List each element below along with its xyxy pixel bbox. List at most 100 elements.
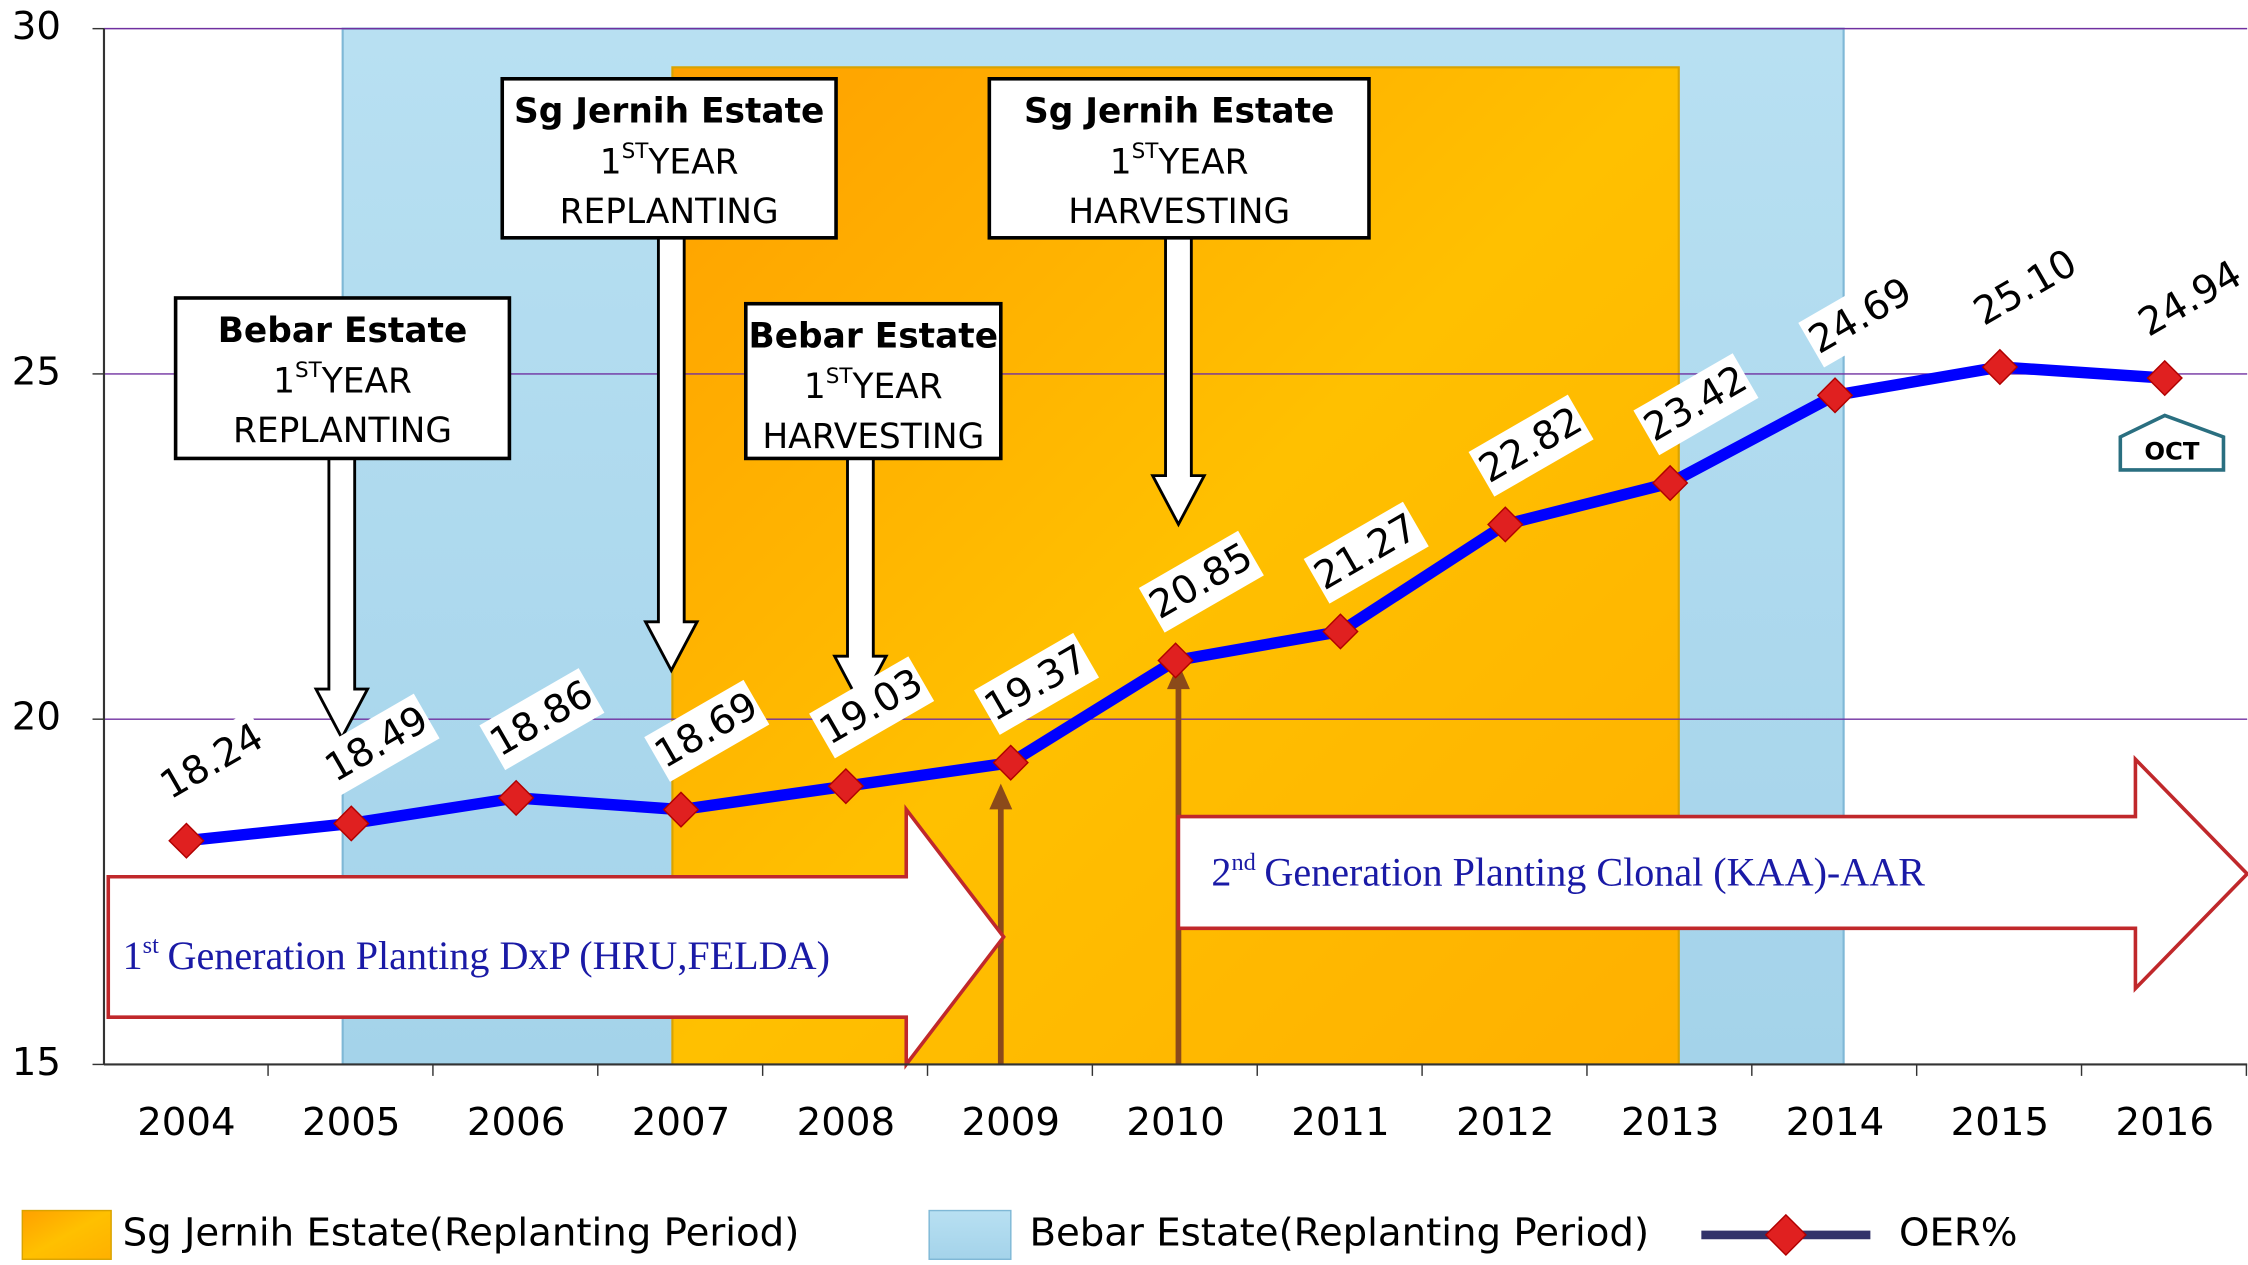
value-label-box — [149, 710, 275, 813]
banner-suffix: nd — [1231, 848, 1255, 875]
value-label-box — [1468, 394, 1594, 497]
data-point — [1816, 377, 1854, 414]
legend-label: Sg Jernih Estate(Replanting Period) — [123, 1210, 800, 1255]
legend-label: OER% — [1899, 1210, 2018, 1255]
banner-text-main: Generation Planting DxP (HRU,FELDA) — [168, 933, 830, 978]
value-label-box — [2128, 248, 2248, 351]
callout-suffix: ST — [1132, 139, 1160, 164]
data-point — [2146, 359, 2183, 397]
data-point — [1981, 348, 2019, 386]
callout-ordinal: 1 — [600, 142, 622, 182]
callout-suffix: ST — [826, 364, 854, 389]
value-label-box — [1633, 353, 1759, 456]
value-label-box — [314, 693, 440, 796]
pointer-arrow-head — [989, 783, 1013, 810]
callout-estate: Sg Jernih Estate — [1024, 92, 1334, 132]
data-point — [1322, 613, 1359, 650]
data-point — [1651, 464, 1689, 502]
x-tick-label: 2012 — [1456, 1100, 1554, 1145]
callout-text: YEAR — [647, 142, 738, 182]
annotation-text: OCT — [2144, 437, 2200, 466]
value-label: 18.24 — [153, 714, 271, 808]
x-tick-label: 2010 — [1126, 1100, 1224, 1145]
value-label-box — [644, 679, 770, 782]
callout-estate: Sg Jernih Estate — [514, 92, 824, 132]
value-label-group: 18.24 — [149, 710, 275, 813]
banner-text: 1st Generation Planting DxP (HRU,FELDA) — [123, 932, 830, 979]
value-label-box — [809, 656, 935, 759]
x-tick-label: 2004 — [137, 1100, 235, 1145]
y-tick-label: 15 — [12, 1040, 61, 1085]
value-label: 24.94 — [2131, 252, 2248, 346]
banner-arrow — [106, 804, 1006, 1070]
banner-text: 2nd Generation Planting Clonal (KAA)-AAR — [1211, 848, 1925, 895]
callout-box — [987, 77, 1371, 240]
y-tick-label: 25 — [12, 349, 61, 394]
callout-text: YEAR — [1157, 142, 1248, 182]
banner-suffix: st — [143, 932, 159, 959]
x-tick-label: 2006 — [467, 1100, 565, 1145]
data-point — [662, 791, 700, 828]
callout-estate: Bebar Estate — [749, 317, 999, 357]
value-label-box — [1138, 530, 1264, 633]
legend-swatch — [21, 1209, 112, 1260]
callout-year: 1STYEAR — [273, 358, 412, 401]
callout-arrow — [643, 236, 700, 674]
banner-ordinal: 2 — [1211, 850, 1231, 895]
callout-year: 1STYEAR — [1110, 139, 1249, 182]
x-tick-label: 2008 — [797, 1100, 895, 1145]
callout-year: 1STYEAR — [804, 364, 943, 407]
x-tick-label: 2007 — [632, 1100, 730, 1145]
x-tick-label: 2015 — [1951, 1100, 2049, 1145]
callout-estate: Bebar Estate — [218, 311, 468, 351]
banner-arrow — [1176, 754, 2248, 993]
pointer-arrow-head — [1166, 663, 1190, 690]
callout-phase: HARVESTING — [762, 417, 984, 457]
callout-suffix: ST — [295, 358, 323, 383]
callout-arrow — [313, 457, 370, 741]
data-point — [333, 805, 370, 842]
data-point — [168, 822, 205, 859]
x-tick-label: 2014 — [1786, 1100, 1884, 1145]
data-point — [497, 779, 535, 817]
x-tick-label: 2016 — [2116, 1100, 2214, 1145]
value-label-box — [1798, 265, 1924, 368]
callout-arrow — [1150, 236, 1207, 528]
callout-ordinal: 1 — [273, 361, 295, 401]
x-tick-label: 2013 — [1621, 1100, 1719, 1145]
x-tick-label: 2005 — [302, 1100, 400, 1145]
callout-box — [173, 296, 512, 461]
y-tick-label: 20 — [12, 695, 61, 740]
value-label-box — [1303, 501, 1429, 604]
callout-ordinal: 1 — [804, 367, 826, 407]
banner-ordinal: 1 — [123, 933, 143, 978]
callout-phase: REPLANTING — [560, 192, 779, 232]
callout-phase: HARVESTING — [1068, 192, 1290, 232]
banner-text-main: Generation Planting Clonal (KAA)-AAR — [1264, 850, 1925, 895]
value-label-group: 24.94 — [2128, 248, 2248, 351]
callout-ordinal: 1 — [1110, 142, 1132, 182]
callout-suffix: ST — [622, 139, 650, 164]
legend-swatch — [928, 1209, 1012, 1260]
value-label-group: 25.10 — [1963, 237, 2089, 340]
callout-box — [500, 77, 838, 240]
value-label: 25.10 — [1966, 241, 2084, 335]
value-label-box — [1963, 237, 2089, 340]
y-tick-label: 30 — [12, 4, 61, 49]
callout-text: YEAR — [852, 367, 943, 407]
value-label-box — [973, 632, 1100, 735]
legend-marker — [1764, 1213, 1807, 1256]
callout-phase: REPLANTING — [233, 411, 452, 451]
data-point — [827, 767, 865, 805]
legend-label: Bebar Estate(Replanting Period) — [1029, 1210, 1649, 1255]
data-point — [992, 744, 1029, 781]
data-point — [1487, 506, 1524, 543]
x-tick-label: 2009 — [962, 1100, 1060, 1145]
value-label-box — [479, 668, 605, 771]
annotation-badge — [2118, 413, 2226, 472]
callout-year: 1STYEAR — [600, 139, 739, 182]
data-point — [1157, 642, 1194, 679]
x-tick-label: 2011 — [1291, 1100, 1389, 1145]
callout-box — [743, 301, 1003, 461]
